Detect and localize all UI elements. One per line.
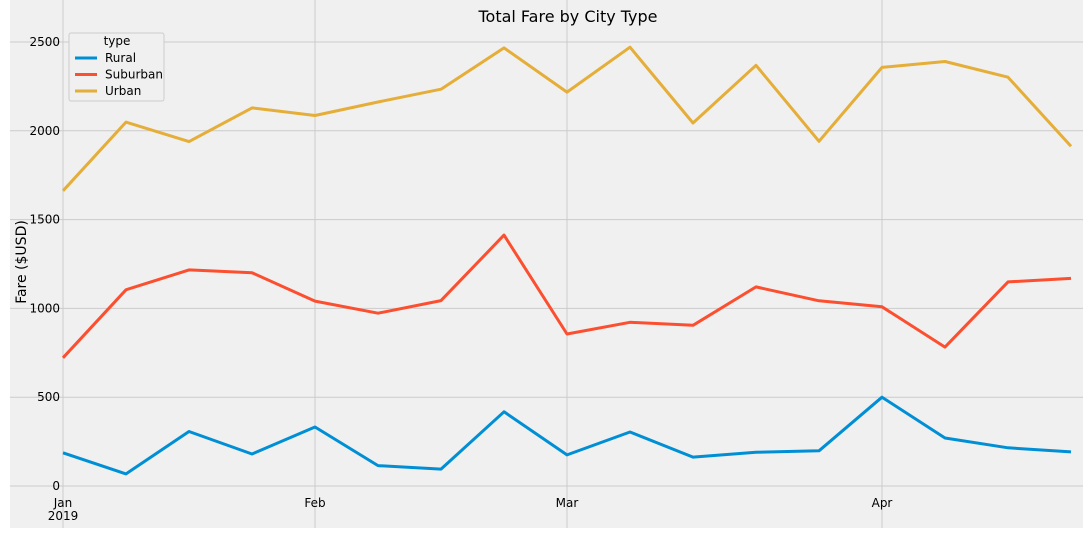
y-tick-label: 500	[37, 390, 60, 404]
y-tick-label: 1500	[29, 213, 60, 227]
x-tick-label: Mar	[556, 496, 579, 510]
x-tick-label: Jan	[53, 496, 73, 510]
y-tick-label: 2000	[29, 124, 60, 138]
legend-label-suburban: Suburban	[105, 68, 163, 82]
series-line-urban	[61, 45, 1073, 192]
grid-layer	[10, 0, 1083, 528]
y-axis-label: Fare ($USD)	[14, 220, 30, 304]
y-tick-label: 2500	[29, 35, 60, 49]
x-tick-sublabel: 2019	[48, 509, 79, 523]
y-tick-label: 0	[52, 479, 60, 493]
legend-title: type	[104, 34, 131, 48]
legend: type Rural Suburban Urban	[68, 32, 165, 102]
series-line-suburban	[61, 233, 1072, 359]
series-line-rural	[62, 395, 1072, 476]
chart-title: Total Fare by City Type	[477, 7, 657, 26]
legend-label-rural: Rural	[105, 51, 136, 65]
x-tick-label: Apr	[872, 496, 893, 510]
legend-box	[68, 32, 165, 102]
series-layer	[61, 45, 1073, 476]
legend-label-urban: Urban	[105, 84, 141, 98]
x-tick-label: Feb	[304, 496, 325, 510]
y-tick-label: 1000	[29, 301, 60, 315]
